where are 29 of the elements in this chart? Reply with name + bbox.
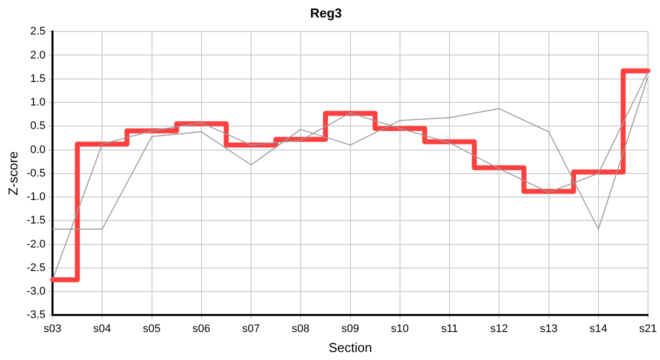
- x-tick-label: s11: [441, 322, 458, 335]
- x-tick-label: s05: [142, 322, 161, 335]
- y-tick-label: 1.5: [30, 72, 46, 85]
- y-tick-label: -1.5: [26, 214, 46, 227]
- y-tick-label: 1.0: [30, 96, 46, 109]
- x-tick-label: s03: [44, 322, 62, 335]
- y-tick-label: -1.0: [26, 191, 46, 204]
- x-tick-label: s13: [540, 322, 558, 335]
- y-tick-label: 0.0: [30, 144, 46, 156]
- y-tick-label: -0.5: [26, 167, 46, 180]
- y-tick-label: 0.5: [30, 120, 46, 132]
- x-tick-label: s10: [391, 322, 409, 335]
- x-tick-label: s12: [490, 322, 508, 335]
- x-tick-label: s07: [242, 322, 260, 335]
- y-tick-label: -3.5: [26, 309, 46, 322]
- x-axis-title: Section: [328, 340, 372, 355]
- x-tick-label: s09: [341, 322, 360, 335]
- x-tick-label: s14: [590, 322, 608, 335]
- y-tick-label: 2.5: [30, 26, 46, 38]
- chart-title: Reg3: [310, 5, 342, 20]
- x-tick-label: s08: [292, 322, 310, 335]
- y-axis-title: Z-score: [5, 151, 20, 196]
- x-tick-label: s06: [192, 322, 210, 335]
- x-tick-label: s04: [93, 322, 112, 335]
- y-tick-label: -2.0: [26, 238, 46, 250]
- y-tick-label: 2.0: [30, 49, 46, 62]
- x-tick-label: s21: [639, 322, 657, 335]
- y-tick-label: -3.0: [26, 286, 46, 298]
- y-tick-label: -2.5: [26, 262, 46, 274]
